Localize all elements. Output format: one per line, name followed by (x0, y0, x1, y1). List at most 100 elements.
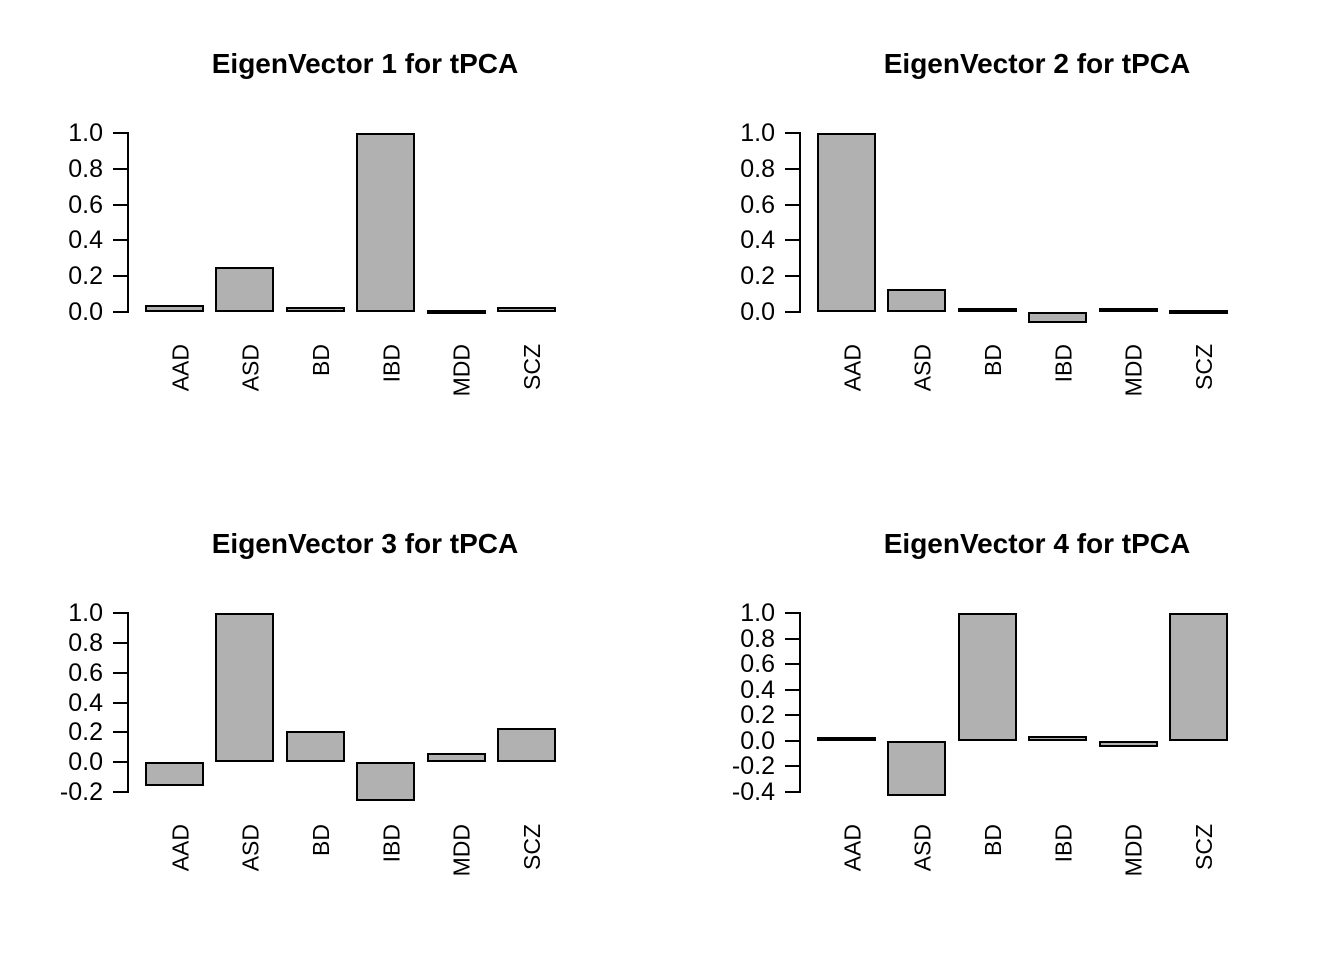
y-tick-mark (113, 761, 128, 764)
x-category-label-scz: SCZ (1191, 344, 1217, 390)
y-tick-mark (113, 275, 128, 278)
y-tick-label: 0.8 (740, 624, 775, 653)
bar-scz (1169, 310, 1228, 315)
bar-ibd (1028, 312, 1088, 323)
y-tick-mark (785, 239, 800, 242)
bar-scz (497, 306, 556, 312)
y-tick-mark (113, 791, 128, 793)
x-category-label-ibd: IBD (1050, 824, 1077, 863)
y-tick-mark (113, 167, 128, 170)
y-tick-label: 0.8 (68, 154, 103, 183)
bar-mdd (426, 753, 486, 763)
chart-title: EigenVector 3 for tPCA (211, 528, 519, 559)
y-tick-mark (785, 714, 800, 717)
x-category-label-ibd: IBD (378, 344, 405, 383)
x-category-label-bd: BD (979, 824, 1006, 856)
y-tick-label: -0.2 (731, 752, 775, 781)
bar-ibd (356, 133, 416, 312)
bar-asd (887, 740, 947, 796)
y-tick-mark (113, 671, 128, 674)
x-category-label-aad: AAD (839, 824, 865, 872)
y-tick-label: -0.2 (59, 778, 103, 806)
bar-asd (215, 267, 275, 312)
y-axis-line (799, 612, 801, 793)
x-category-label-scz: SCZ (1191, 824, 1217, 870)
chart-panel-eigenvector-4: EigenVector 4 for tPCA 1.0 0.8 0.6 0.4 0.2 0.0… (672, 480, 1344, 960)
y-tick-label: 0.6 (740, 650, 775, 679)
y-tick-mark (113, 239, 128, 242)
bar-mdd (426, 310, 486, 315)
x-category-label-scz: SCZ (519, 344, 545, 390)
y-tick-label: 0.4 (68, 226, 103, 255)
bar-aad (817, 737, 876, 742)
y-tick-mark (113, 203, 128, 206)
bar-scz (1169, 613, 1228, 741)
chart-title: EigenVector 2 for tPCA (883, 48, 1191, 79)
x-category-label-asd: ASD (237, 344, 264, 392)
y-tick-mark (785, 688, 800, 691)
y-tick-mark (785, 203, 800, 206)
bar-asd (215, 613, 275, 763)
y-tick-mark (785, 663, 800, 666)
bar-aad (817, 133, 876, 312)
y-tick-mark (785, 637, 800, 640)
y-tick-label: 0.2 (68, 262, 103, 291)
bar-mdd (1098, 740, 1158, 748)
x-category-label-bd: BD (307, 824, 334, 856)
y-tick-label: 0.0 (68, 748, 103, 777)
y-tick-mark (113, 641, 128, 644)
y-axis-line (127, 132, 129, 313)
y-tick-label: 0.6 (68, 190, 103, 219)
chart-panel-eigenvector-2: EigenVector 2 for tPCA 1.0 0.8 0.6 0.4 0.2 0.0… (672, 0, 1344, 480)
bar-ibd (356, 762, 416, 801)
x-category-label-ibd: IBD (1050, 344, 1077, 383)
chart-panel-eigenvector-1: EigenVector 1 for tPCA 1.0 0.8 0.6 0.4 0.2 0.0… (0, 0, 672, 480)
y-tick-label: 0.4 (68, 688, 103, 717)
y-axis-line (799, 132, 801, 313)
y-tick-label: 0.2 (740, 701, 775, 730)
chart-title: EigenVector 4 for tPCA (883, 528, 1191, 559)
y-tick-label: 1.0 (68, 599, 103, 627)
y-tick-mark (785, 765, 800, 768)
y-tick-label: 0.2 (68, 718, 103, 747)
bar-asd (887, 288, 947, 312)
y-tick-mark (785, 612, 800, 614)
y-tick-mark (113, 701, 128, 704)
chart-title: EigenVector 1 for tPCA (211, 48, 519, 79)
y-tick-label: 0.0 (740, 726, 775, 755)
y-tick-mark (785, 791, 800, 793)
x-category-label-asd: ASD (237, 824, 264, 872)
x-category-label-mdd: MDD (1120, 344, 1147, 397)
chart-panel-eigenvector-3: EigenVector 3 for tPCA 1.0 0.8 0.6 0.4 0.2 0.0… (0, 480, 672, 960)
y-tick-mark (113, 132, 128, 134)
bar-bd (285, 306, 345, 312)
y-tick-label: 0.0 (68, 298, 103, 326)
y-tick-label: 0.4 (740, 675, 775, 704)
x-category-label-bd: BD (979, 344, 1006, 376)
x-category-label-asd: ASD (909, 824, 936, 872)
y-tick-label: 0.8 (740, 154, 775, 183)
y-tick-label: 0.2 (740, 262, 775, 291)
y-axis-line (127, 612, 129, 793)
bar-bd (957, 613, 1017, 741)
x-category-label-aad: AAD (167, 824, 193, 872)
x-category-label-scz: SCZ (519, 824, 545, 870)
x-category-label-aad: AAD (167, 344, 193, 392)
x-category-label-mdd: MDD (1120, 824, 1147, 877)
y-tick-label: 1.0 (740, 119, 775, 147)
bar-mdd (1098, 308, 1158, 313)
x-category-label-ibd: IBD (378, 824, 405, 863)
y-tick-label: 0.6 (740, 190, 775, 219)
y-tick-label: 0.6 (68, 658, 103, 687)
y-tick-mark (785, 275, 800, 278)
bar-scz (497, 727, 556, 763)
x-category-label-mdd: MDD (448, 344, 475, 397)
x-category-label-mdd: MDD (448, 824, 475, 877)
y-tick-mark (785, 311, 800, 313)
x-category-label-bd: BD (307, 344, 334, 376)
y-tick-mark (785, 739, 800, 742)
x-category-label-asd: ASD (909, 344, 936, 392)
y-tick-label: 1.0 (740, 599, 775, 627)
y-tick-mark (785, 167, 800, 170)
bar-ibd (1028, 735, 1088, 741)
